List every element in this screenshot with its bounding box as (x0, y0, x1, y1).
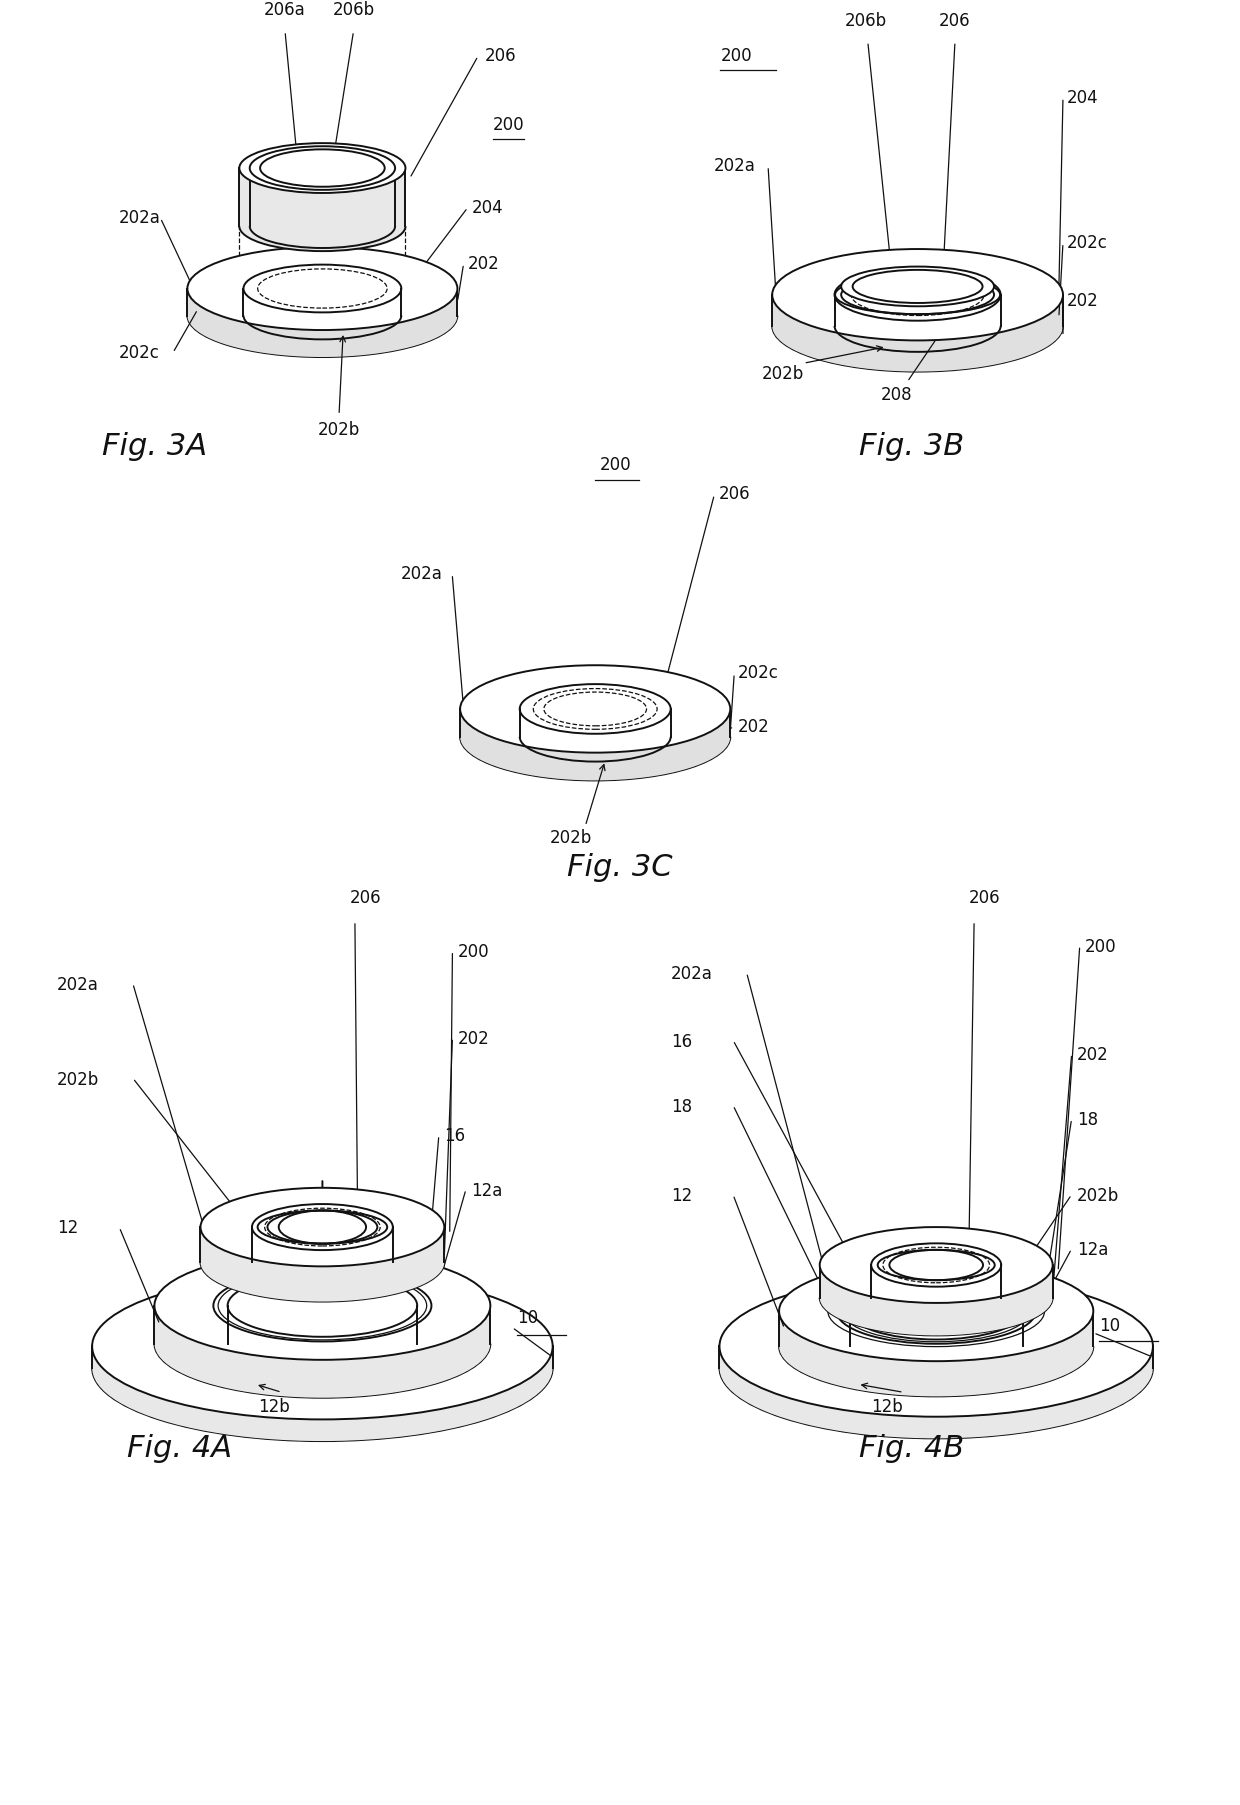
Text: 18: 18 (1078, 1110, 1099, 1128)
Text: 204: 204 (472, 199, 503, 217)
Ellipse shape (820, 1227, 1053, 1303)
Text: 16: 16 (671, 1032, 692, 1051)
Text: 200: 200 (1085, 937, 1117, 955)
Polygon shape (201, 1227, 444, 1301)
Text: 202c: 202c (1068, 235, 1109, 253)
Text: 206a: 206a (264, 2, 306, 20)
Polygon shape (155, 1307, 490, 1397)
Text: 10: 10 (517, 1309, 538, 1327)
Text: 16: 16 (444, 1126, 465, 1144)
Polygon shape (820, 1265, 1053, 1336)
Text: 202a: 202a (119, 209, 161, 227)
Text: 200: 200 (720, 47, 751, 65)
Ellipse shape (249, 148, 396, 191)
Text: 202c: 202c (738, 664, 779, 682)
Text: Fig. 4A: Fig. 4A (128, 1433, 232, 1462)
Ellipse shape (520, 684, 671, 735)
Text: 202b: 202b (551, 828, 593, 847)
Ellipse shape (872, 1244, 1001, 1287)
Ellipse shape (779, 1262, 1094, 1361)
Text: 202b: 202b (1078, 1186, 1120, 1204)
Text: 206: 206 (939, 11, 971, 29)
Text: 202: 202 (738, 717, 770, 735)
Polygon shape (779, 1310, 1094, 1397)
Polygon shape (460, 709, 730, 782)
Polygon shape (719, 1347, 1153, 1439)
Text: 206b: 206b (332, 2, 374, 20)
Ellipse shape (853, 271, 982, 303)
Text: 12b: 12b (258, 1397, 289, 1415)
Text: 200: 200 (492, 116, 525, 134)
Text: 12b: 12b (872, 1397, 903, 1415)
Ellipse shape (460, 666, 730, 753)
Ellipse shape (849, 1283, 1023, 1339)
Polygon shape (239, 170, 405, 253)
Text: 202b: 202b (57, 1070, 99, 1088)
Ellipse shape (841, 267, 994, 307)
Ellipse shape (228, 1274, 417, 1338)
Text: 202: 202 (1078, 1045, 1109, 1063)
Text: 202: 202 (458, 1029, 490, 1047)
Ellipse shape (201, 1188, 444, 1267)
Text: 202a: 202a (671, 964, 713, 982)
Ellipse shape (187, 247, 458, 330)
Text: 200: 200 (599, 455, 631, 473)
Text: 202c: 202c (119, 343, 160, 361)
Text: 12a: 12a (1078, 1240, 1109, 1258)
Text: 204: 204 (1068, 88, 1099, 106)
Ellipse shape (719, 1276, 1153, 1417)
Text: 206b: 206b (844, 11, 887, 29)
Ellipse shape (773, 249, 1063, 341)
Ellipse shape (239, 144, 405, 193)
Polygon shape (187, 289, 458, 357)
Ellipse shape (155, 1253, 490, 1361)
Text: Fig. 3A: Fig. 3A (103, 431, 207, 460)
Text: 200: 200 (458, 942, 490, 960)
Polygon shape (773, 296, 1063, 372)
Text: 202: 202 (1068, 292, 1099, 310)
Ellipse shape (92, 1274, 553, 1419)
Text: 206: 206 (968, 888, 1001, 906)
Text: 206: 206 (718, 486, 750, 504)
Text: 202b: 202b (317, 421, 360, 439)
Ellipse shape (243, 265, 402, 314)
Text: 208: 208 (880, 384, 913, 403)
Text: Fig. 3B: Fig. 3B (859, 431, 963, 460)
Text: 202b: 202b (761, 365, 804, 383)
Text: 18: 18 (671, 1097, 692, 1115)
Text: Fig. 3C: Fig. 3C (567, 852, 673, 881)
Text: 206: 206 (485, 47, 516, 65)
Ellipse shape (252, 1204, 393, 1251)
Polygon shape (92, 1347, 553, 1440)
Text: 202: 202 (467, 255, 500, 273)
Ellipse shape (260, 150, 384, 188)
Text: 202a: 202a (401, 565, 443, 583)
Text: Fig. 4B: Fig. 4B (859, 1433, 963, 1462)
Ellipse shape (835, 269, 1001, 321)
Text: 12: 12 (671, 1186, 692, 1204)
Text: 12: 12 (57, 1218, 78, 1236)
Text: 206: 206 (350, 888, 381, 906)
Text: 10: 10 (1099, 1316, 1120, 1334)
Text: 202a: 202a (714, 157, 756, 175)
Text: 202a: 202a (57, 975, 99, 993)
Text: 12a: 12a (471, 1180, 502, 1199)
